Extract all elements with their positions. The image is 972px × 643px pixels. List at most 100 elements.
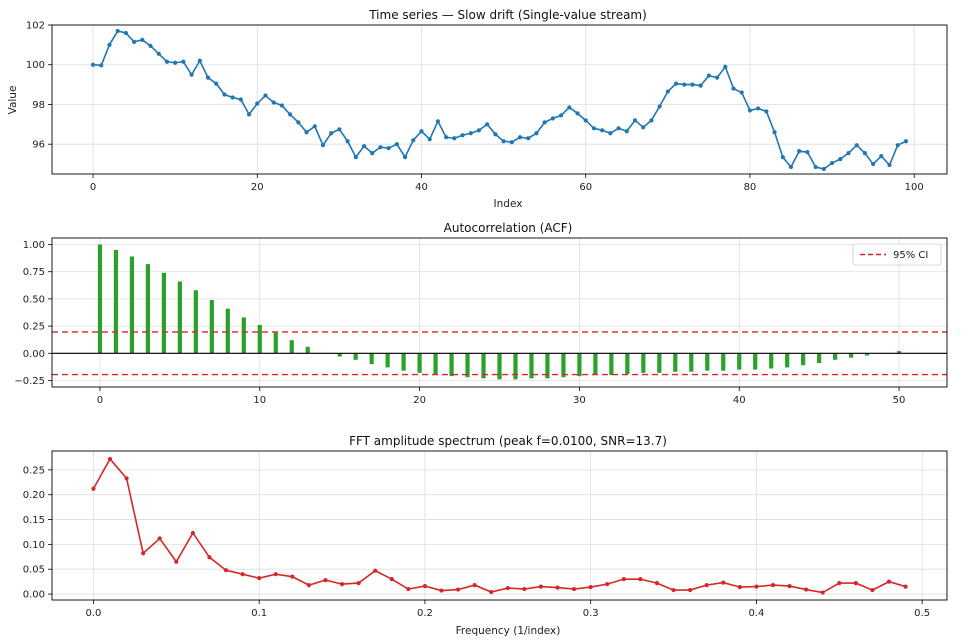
data-point — [747, 108, 753, 113]
data-point — [665, 89, 670, 94]
x-tick-label: 30 — [573, 395, 586, 406]
y-tick-label: 0.00 — [23, 349, 45, 360]
data-point — [780, 155, 785, 160]
data-point — [181, 59, 186, 64]
series-marks — [90, 28, 909, 172]
data-point — [870, 587, 875, 593]
data-point — [257, 576, 262, 581]
acf-bar — [449, 353, 454, 377]
data-point — [706, 73, 711, 78]
data-point — [141, 551, 146, 556]
y-tick-label: 0.25 — [23, 322, 45, 333]
y-tick-label: 0.25 — [23, 465, 45, 476]
data-point — [452, 136, 457, 141]
plot-area — [51, 450, 948, 601]
data-point — [222, 92, 227, 97]
data-point — [353, 155, 358, 160]
chart-title: Autocorrelation (ACF) — [444, 221, 573, 235]
data-point — [820, 590, 825, 595]
data-point — [290, 574, 295, 579]
acf-bar — [529, 353, 534, 379]
x-tick-label: 0.2 — [417, 608, 433, 619]
data-point — [608, 131, 613, 136]
data-point — [164, 59, 170, 64]
acf-bar — [193, 290, 198, 354]
data-point — [764, 109, 769, 114]
acf-bar — [785, 353, 790, 368]
legend: 95% CI — [852, 243, 942, 266]
axis-ticks: 0.0 0.1 0.2 0.3 0.4 0.5 0.00 0.05 0.10 0.15 0.20 0.… — [23, 465, 930, 619]
data-point — [605, 582, 610, 587]
acf-bar — [864, 353, 870, 356]
data-point — [394, 142, 399, 147]
x-tick-label: 0.3 — [583, 608, 599, 619]
x-tick-label: 20 — [413, 395, 426, 406]
data-point — [895, 143, 900, 148]
data-point — [721, 580, 726, 585]
data-point — [673, 81, 679, 86]
series-line — [92, 457, 906, 594]
grid-lines — [52, 451, 947, 600]
acf-bar — [545, 353, 550, 379]
data-point — [306, 583, 311, 588]
acf-bar — [145, 264, 150, 354]
data-point — [731, 86, 736, 91]
data-point — [542, 120, 547, 125]
data-point — [373, 568, 378, 573]
series-marks — [52, 244, 947, 380]
acf-bar — [721, 353, 726, 371]
acf-bar — [817, 353, 822, 364]
x-axis-label: Index — [494, 198, 523, 210]
acf-bar — [305, 346, 310, 354]
data-point — [654, 581, 660, 586]
legend-label-ci: 95% CI — [893, 250, 928, 261]
data-point — [772, 130, 777, 135]
data-point — [788, 164, 794, 170]
data-point — [583, 118, 588, 123]
y-tick-label: 96 — [32, 140, 45, 151]
x-tick-label: 0.1 — [251, 608, 267, 619]
data-point — [132, 39, 137, 44]
data-point — [756, 106, 761, 111]
data-point — [378, 145, 383, 150]
data-point — [455, 587, 461, 592]
data-point — [638, 577, 643, 582]
data-point — [871, 161, 876, 167]
x-tick-label: 0.5 — [914, 608, 930, 619]
data-point — [657, 104, 662, 109]
data-point — [472, 583, 477, 588]
legend-box — [852, 243, 942, 266]
acf-bar — [385, 353, 390, 368]
data-point — [588, 584, 593, 590]
data-point — [591, 126, 597, 131]
data-point — [682, 82, 687, 87]
data-point — [737, 584, 742, 590]
x-tick-label: 80 — [744, 182, 757, 193]
data-point — [304, 130, 309, 135]
data-point — [641, 125, 646, 130]
acf-bar — [209, 299, 214, 354]
data-point — [273, 572, 278, 577]
data-point — [148, 43, 153, 48]
data-point — [723, 64, 728, 69]
acf-bar — [641, 353, 646, 373]
data-point — [522, 586, 527, 592]
data-point — [534, 131, 539, 136]
chart-title: FFT amplitude spectrum (peak f=0.0100, S… — [349, 434, 667, 448]
x-tick-label: 0.4 — [748, 608, 764, 619]
data-point — [123, 30, 128, 36]
x-tick-label: 0 — [97, 395, 103, 406]
data-point — [174, 559, 179, 564]
acf-bar — [609, 353, 614, 376]
data-point — [600, 128, 605, 133]
y-tick-label: 0.00 — [23, 590, 45, 601]
data-point — [439, 588, 444, 593]
data-point — [804, 587, 809, 592]
data-point — [389, 577, 394, 582]
data-point — [829, 160, 835, 166]
data-point — [754, 584, 759, 589]
axis-ticks: 0 10 20 30 40 50 −0.25 0.00 0.25 0.50 0.75 1.00 — [14, 240, 905, 406]
data-point — [688, 587, 693, 593]
acf-bar — [849, 353, 854, 358]
data-point — [323, 578, 328, 583]
